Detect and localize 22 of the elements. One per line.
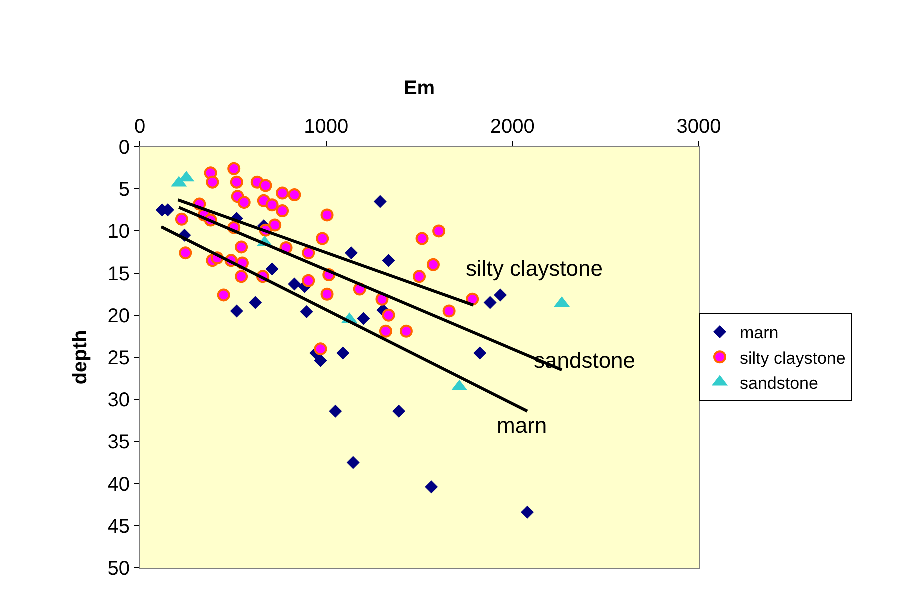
y-tick-label: 20	[108, 305, 130, 328]
legend-label: marn	[740, 324, 779, 343]
x-tick-label: 1000	[304, 116, 349, 138]
y-tick-label: 30	[108, 390, 130, 412]
x-axis-title: Em	[404, 78, 436, 100]
legend-label: sandstone	[740, 374, 818, 393]
y-tick-label: 25	[108, 348, 130, 370]
y-tick-label: 0	[118, 137, 130, 159]
y-tick-label: 5	[118, 179, 130, 202]
y-axis-title: depth	[69, 330, 92, 385]
x-tick-label: 3000	[676, 116, 722, 138]
y-tick-label: 50	[108, 558, 130, 580]
y-tick-label: 10	[108, 221, 130, 244]
y-tick-label: 45	[108, 516, 130, 538]
x-tick-label: 2000	[490, 116, 535, 138]
series-label: silty claystone	[466, 256, 603, 281]
x-tick-label: 0	[134, 116, 146, 138]
legend-label: silty claystone	[740, 348, 846, 368]
y-tick-label: 40	[108, 474, 130, 496]
y-tick-label: 15	[108, 263, 130, 286]
series-label: marn	[497, 413, 548, 438]
y-tick-label: 35	[108, 432, 130, 454]
